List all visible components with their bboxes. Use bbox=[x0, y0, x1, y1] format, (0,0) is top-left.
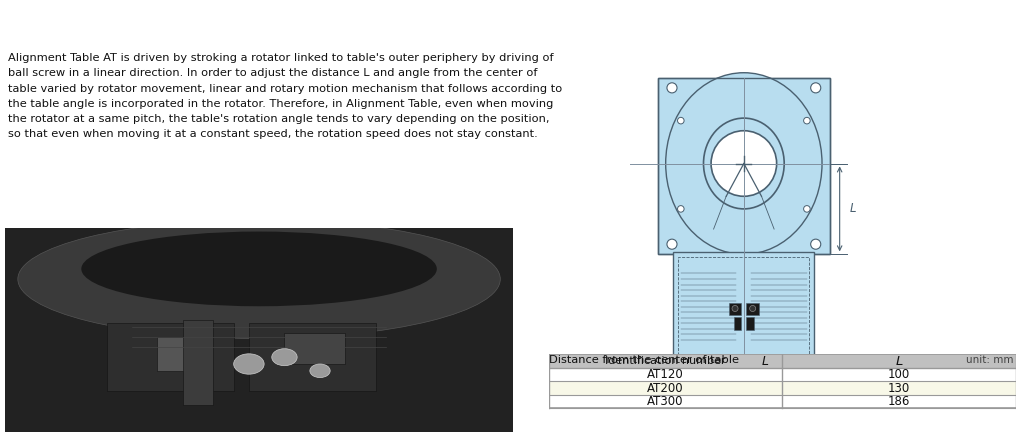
Bar bbox=[249, 323, 376, 391]
Bar bbox=[284, 334, 346, 364]
Bar bbox=[673, 252, 815, 360]
Circle shape bbox=[811, 239, 821, 249]
Text: 130: 130 bbox=[887, 381, 910, 395]
Circle shape bbox=[711, 131, 777, 196]
Bar bbox=[678, 257, 810, 355]
Bar bbox=[549, 381, 1016, 395]
Bar bbox=[549, 395, 1016, 408]
Text: Ball screw: Ball screw bbox=[656, 374, 709, 384]
Ellipse shape bbox=[704, 118, 784, 209]
Bar bbox=[658, 78, 830, 254]
Ellipse shape bbox=[81, 232, 437, 306]
Bar bbox=[746, 317, 754, 330]
Text: Distance from the center of table: Distance from the center of table bbox=[549, 355, 743, 365]
Bar bbox=[107, 323, 234, 391]
Ellipse shape bbox=[17, 220, 501, 338]
Text: Identification number: Identification number bbox=[605, 356, 725, 366]
Circle shape bbox=[667, 83, 677, 93]
Bar bbox=[734, 317, 742, 330]
Circle shape bbox=[803, 117, 811, 124]
Circle shape bbox=[234, 354, 264, 374]
Text: AT120: AT120 bbox=[647, 368, 684, 381]
Circle shape bbox=[803, 206, 811, 212]
Bar bbox=[549, 368, 1016, 381]
Circle shape bbox=[677, 117, 684, 124]
Text: AT200: AT200 bbox=[647, 381, 684, 395]
Text: 100: 100 bbox=[887, 368, 910, 381]
Circle shape bbox=[750, 306, 756, 311]
Text: Rotator: Rotator bbox=[754, 374, 792, 384]
Circle shape bbox=[667, 239, 677, 249]
Text: Driving mechanism of Alignment Table AT: Driving mechanism of Alignment Table AT bbox=[10, 17, 468, 36]
Circle shape bbox=[310, 364, 330, 377]
Text: $L$: $L$ bbox=[849, 202, 857, 215]
Ellipse shape bbox=[666, 73, 822, 254]
Bar bbox=[549, 354, 1016, 368]
Text: unit: mm: unit: mm bbox=[965, 355, 1014, 365]
Bar bbox=[658, 78, 830, 254]
Text: $L$: $L$ bbox=[895, 355, 903, 368]
Text: AT300: AT300 bbox=[647, 395, 684, 408]
Circle shape bbox=[272, 349, 298, 366]
Circle shape bbox=[732, 306, 738, 311]
Bar bbox=[746, 303, 759, 315]
Bar bbox=[183, 320, 213, 405]
Bar bbox=[158, 337, 208, 371]
Text: $L$: $L$ bbox=[761, 355, 770, 368]
Circle shape bbox=[677, 206, 684, 212]
Text: Alignment Table AT is driven by stroking a rotator linked to table's outer perip: Alignment Table AT is driven by stroking… bbox=[8, 53, 562, 139]
Text: 186: 186 bbox=[887, 395, 910, 408]
Bar bbox=[728, 303, 742, 315]
Circle shape bbox=[811, 83, 821, 93]
